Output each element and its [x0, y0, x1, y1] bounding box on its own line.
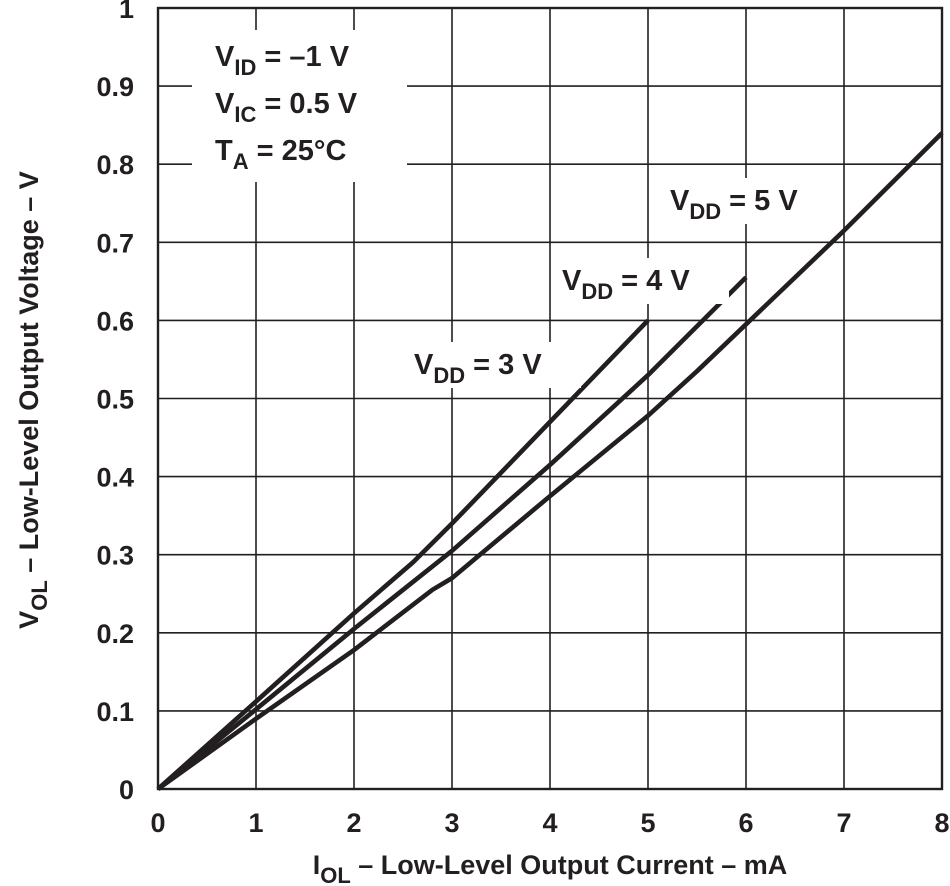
y-tick-label: 0.5 — [96, 385, 134, 415]
y-tick-label: 0.4 — [96, 463, 134, 493]
y-tick-label: 0.7 — [96, 228, 134, 258]
tick-labels: 0 1 2 3 4 5 6 7 8 0 0.1 0.2 0.3 0.4 0.5 0.6 0.7 0.8 0.9 1 — [96, 0, 949, 838]
series-label-5v: VDD = 5 V — [670, 185, 798, 224]
y-tick-label: 0 — [119, 775, 134, 805]
series-lines — [156, 131, 944, 791]
y-tick-label: 0.1 — [96, 697, 134, 727]
conditions-box — [192, 30, 407, 182]
series-line-vdd-3v — [156, 318, 650, 791]
x-tick-label: 4 — [542, 808, 557, 838]
series-line-vdd-5v — [156, 131, 944, 791]
y-tick-label: 0.8 — [96, 150, 134, 180]
grid-lines — [158, 8, 942, 789]
y-axis-label: VOL – Low-Level Output Voltage – V — [14, 171, 52, 629]
series-label-bg-5v — [662, 178, 837, 224]
series-label-bg-4v — [554, 258, 729, 304]
y-tick-label: 0.6 — [96, 306, 134, 336]
x-axis-label: IOL – Low-Level Output Current – mA — [313, 850, 788, 886]
series-line-vdd-4v — [156, 275, 748, 791]
x-tick-label: 5 — [640, 808, 655, 838]
series-label-bg-3v — [406, 342, 581, 388]
condition-vid: VID = –1 V — [215, 41, 350, 80]
series-label-4v: VDD = 4 V — [562, 265, 690, 304]
condition-ta: TA = 25°C — [215, 135, 347, 174]
series-label-3v: VDD = 3 V — [414, 349, 542, 388]
y-tick-label: 0.3 — [96, 541, 134, 571]
x-tick-label: 6 — [738, 808, 753, 838]
y-tick-label: 0.9 — [96, 72, 134, 102]
x-tick-label: 3 — [444, 808, 459, 838]
y-tick-label: 0.2 — [96, 619, 134, 649]
x-tick-label: 2 — [346, 808, 361, 838]
condition-vic: VIC = 0.5 V — [215, 88, 358, 127]
y-tick-label: 1 — [119, 0, 134, 24]
x-tick-label: 7 — [836, 808, 851, 838]
x-tick-label: 0 — [150, 808, 165, 838]
plot-frame — [156, 6, 944, 791]
x-tick-label: 1 — [248, 808, 263, 838]
x-tick-label: 8 — [934, 808, 949, 838]
